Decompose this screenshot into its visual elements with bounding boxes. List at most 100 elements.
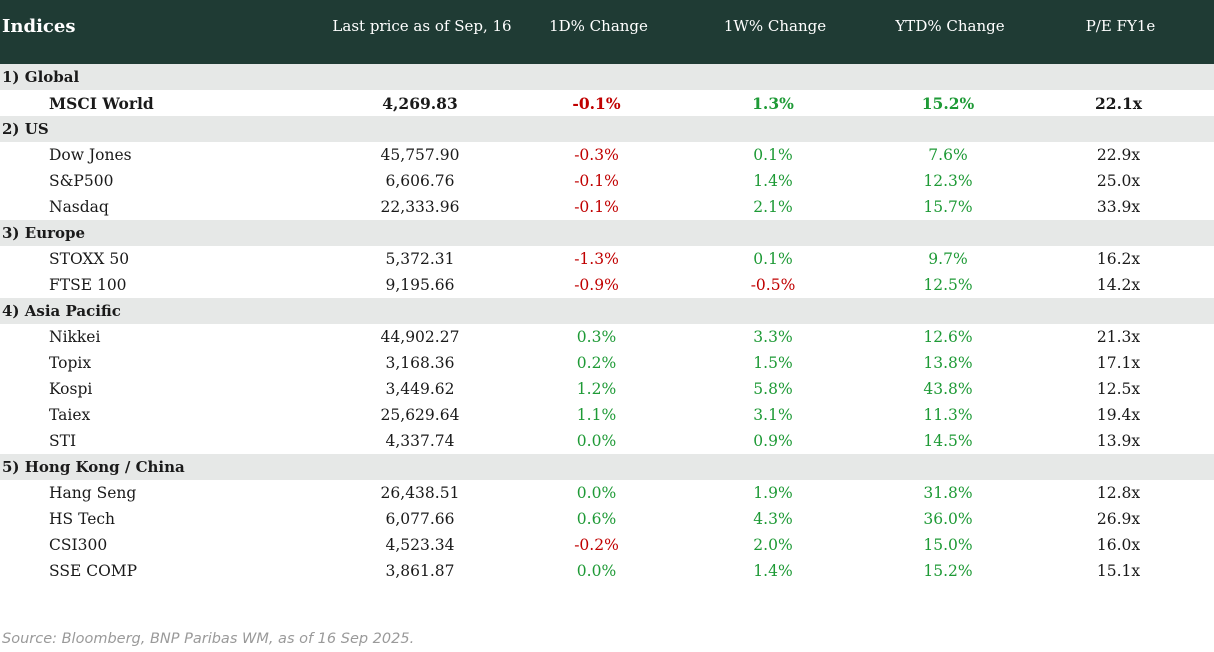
group-header-row: 2) US [0, 116, 1214, 142]
change-1w-cell: 1.5% [753, 354, 793, 372]
change-1d-cell: 0.3% [576, 328, 617, 346]
index-name-cell: S&P500 [49, 172, 114, 190]
change-ytd-cell: 43.8% [923, 380, 973, 398]
last-price-cell: 22,333.96 [380, 198, 460, 216]
table-row: Taiex 25,629.64 1.1% 3.1% 11.3% 19.4x [0, 402, 1214, 428]
change-1w-cell: 0.9% [753, 432, 793, 450]
change-1w-cell: 0.1% [753, 146, 793, 164]
change-1w-cell: 1.4% [753, 172, 793, 190]
table-row: SSE COMP 3,861.87 0.0% 1.4% 15.2% 15.1x [0, 558, 1214, 584]
index-name-cell: FTSE 100 [49, 276, 127, 294]
change-ytd-cell: 12.5% [923, 276, 973, 294]
change-1w-cell: -0.5% [750, 276, 796, 294]
table-row: Kospi 3,449.62 1.2% 5.8% 43.8% 12.5x [0, 376, 1214, 402]
change-1d-cell: 0.6% [576, 510, 617, 528]
change-1d-cell: -0.9% [574, 276, 619, 294]
header-last-price: Last price as of Sep, 16 [332, 17, 512, 35]
index-name-cell: STOXX 50 [49, 250, 130, 268]
indices-table: Indices Last price as of Sep, 16 1D% Cha… [0, 0, 1214, 584]
table-row: Hang Seng 26,438.51 0.0% 1.9% 31.8% 12.8x [0, 480, 1214, 506]
index-name-cell: Nasdaq [49, 198, 109, 216]
source-note: Source: Bloomberg, BNP Paribas WM, as of… [2, 631, 415, 647]
pe-ratio-cell: 16.2x [1096, 250, 1141, 268]
change-ytd-cell: 15.0% [923, 536, 973, 554]
header-1d-change: 1D% Change [549, 17, 648, 35]
change-1w-cell: 2.0% [753, 536, 793, 554]
pe-ratio-cell: 12.5x [1096, 380, 1141, 398]
header-ytd-change: YTD% Change [895, 17, 1005, 35]
table-row: CSI300 4,523.34 -0.2% 2.0% 15.0% 16.0x [0, 532, 1214, 558]
pe-ratio-cell: 25.0x [1096, 172, 1141, 190]
table-row: Nasdaq 22,333.96 -0.1% 2.1% 15.7% 33.9x [0, 194, 1214, 220]
last-price-cell: 44,902.27 [380, 328, 460, 346]
table-row: FTSE 100 9,195.66 -0.9% -0.5% 12.5% 14.2x [0, 272, 1214, 298]
change-1d-cell: -0.1% [574, 172, 619, 190]
index-name-cell: Hang Seng [49, 484, 137, 502]
change-ytd-cell: 14.5% [923, 432, 973, 450]
change-ytd-cell: 12.3% [923, 172, 973, 190]
group-header-row: 4) Asia Pacific [0, 298, 1214, 324]
change-1d-cell: 0.0% [576, 484, 617, 502]
table-row: Topix 3,168.36 0.2% 1.5% 13.8% 17.1x [0, 350, 1214, 376]
change-ytd-cell: 9.7% [928, 250, 968, 268]
change-1w-cell: 5.8% [753, 380, 793, 398]
change-ytd-cell: 36.0% [923, 510, 973, 528]
change-1d-cell: -0.1% [572, 93, 621, 113]
last-price-cell: 3,168.36 [385, 354, 455, 372]
index-name-cell: HS Tech [49, 510, 116, 528]
index-name-cell: SSE COMP [49, 562, 138, 580]
index-name-cell: Taiex [49, 406, 91, 424]
change-1w-cell: 1.3% [752, 93, 794, 113]
last-price-cell: 45,757.90 [380, 146, 460, 164]
table-row: Nikkei 44,902.27 0.3% 3.3% 12.6% 21.3x [0, 324, 1214, 350]
change-ytd-cell: 11.3% [923, 406, 973, 424]
change-1w-cell: 1.9% [753, 484, 793, 502]
index-name-cell: Topix [49, 354, 92, 372]
last-price-cell: 5,372.31 [385, 250, 455, 268]
index-name-cell: Kospi [49, 380, 93, 398]
group-label: 2) US [2, 120, 49, 138]
change-ytd-cell: 13.8% [923, 354, 973, 372]
last-price-cell: 3,449.62 [385, 380, 455, 398]
change-ytd-cell: 7.6% [928, 146, 968, 164]
last-price-cell: 9,195.66 [385, 276, 455, 294]
pe-ratio-cell: 13.9x [1096, 432, 1141, 450]
change-1d-cell: -0.1% [574, 198, 619, 216]
table-row: Dow Jones 45,757.90 -0.3% 0.1% 7.6% 22.9x [0, 142, 1214, 168]
table-row: MSCI World 4,269.83 -0.1% 1.3% 15.2% 22.1x [0, 90, 1214, 116]
header-pe: P/E FY1e [1085, 17, 1156, 35]
change-1d-cell: 0.2% [576, 354, 617, 372]
last-price-cell: 6,606.76 [385, 172, 455, 190]
last-price-cell: 25,629.64 [380, 406, 460, 424]
change-1d-cell: -0.2% [574, 536, 619, 554]
change-ytd-cell: 15.2% [921, 93, 975, 113]
change-1w-cell: 3.3% [753, 328, 793, 346]
last-price-cell: 4,523.34 [385, 536, 455, 554]
group-label: 3) Europe [2, 224, 86, 242]
change-1w-cell: 3.1% [753, 406, 793, 424]
index-name-cell: STI [49, 432, 77, 450]
pe-ratio-cell: 22.9x [1096, 146, 1141, 164]
change-1d-cell: 0.0% [576, 562, 617, 580]
pe-ratio-cell: 16.0x [1096, 536, 1141, 554]
change-1d-cell: 1.1% [576, 406, 617, 424]
change-1d-cell: 0.0% [576, 432, 617, 450]
pe-ratio-cell: 12.8x [1096, 484, 1141, 502]
pe-ratio-cell: 14.2x [1096, 276, 1141, 294]
table-row: HS Tech 6,077.66 0.6% 4.3% 36.0% 26.9x [0, 506, 1214, 532]
pe-ratio-cell: 33.9x [1096, 198, 1141, 216]
last-price-cell: 3,861.87 [385, 562, 455, 580]
header-indices: Indices [2, 15, 76, 37]
change-1w-cell: 0.1% [753, 250, 793, 268]
pe-ratio-cell: 15.1x [1096, 562, 1141, 580]
change-1w-cell: 2.1% [753, 198, 793, 216]
table-row: STI 4,337.74 0.0% 0.9% 14.5% 13.9x [0, 428, 1214, 454]
table-row: STOXX 50 5,372.31 -1.3% 0.1% 9.7% 16.2x [0, 246, 1214, 272]
pe-ratio-cell: 19.4x [1096, 406, 1141, 424]
group-label: 1) Global [2, 68, 80, 86]
group-header-row: 3) Europe [0, 220, 1214, 246]
table-row: S&P500 6,606.76 -0.1% 1.4% 12.3% 25.0x [0, 168, 1214, 194]
pe-ratio-cell: 21.3x [1096, 328, 1141, 346]
group-header-row: 5) Hong Kong / China [0, 454, 1214, 480]
table-header: Indices Last price as of Sep, 16 1D% Cha… [0, 0, 1214, 64]
